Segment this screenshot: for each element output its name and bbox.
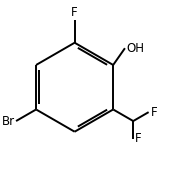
Text: F: F — [135, 132, 142, 145]
Text: F: F — [150, 106, 157, 119]
Text: Br: Br — [2, 114, 15, 128]
Text: F: F — [71, 6, 78, 19]
Text: OH: OH — [127, 42, 145, 55]
